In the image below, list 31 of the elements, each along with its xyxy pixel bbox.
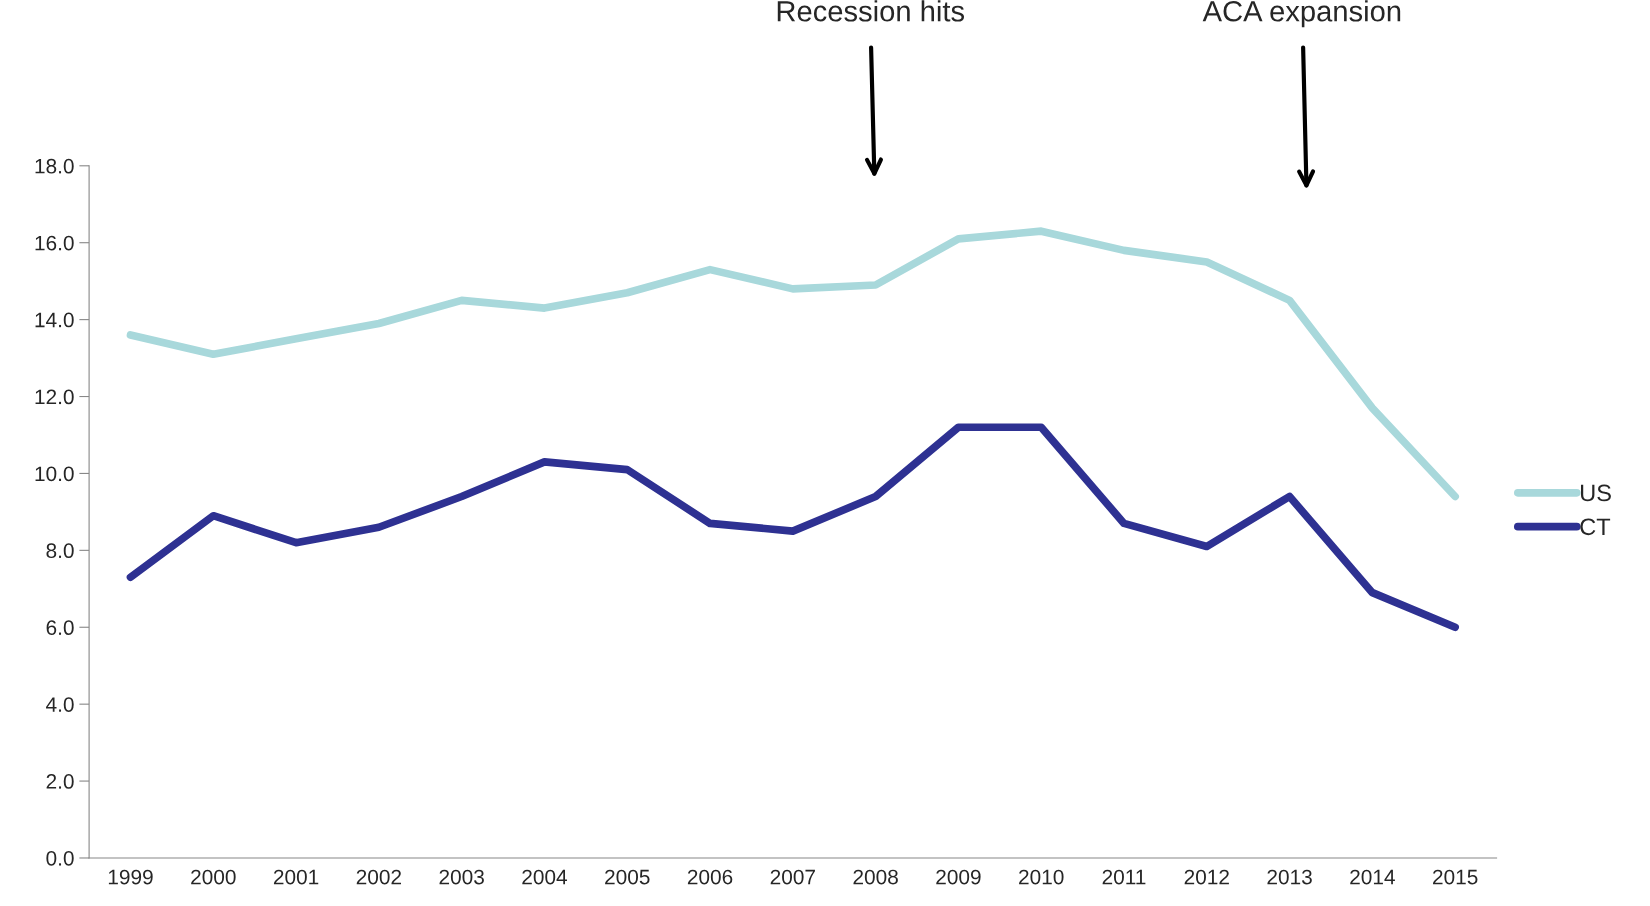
text: ACA expansion	[1202, 0, 1401, 28]
legend-label: CT	[1580, 518, 1611, 536]
x-tick-label: 2006	[687, 869, 733, 885]
x-tick-label: 2004	[522, 869, 568, 885]
y-tick-label: 18.0	[35, 158, 74, 174]
x-tick-label: 2008	[853, 869, 898, 885]
y-tick-label: 16.0	[35, 235, 74, 251]
x-tick-label: 2011	[1102, 869, 1146, 885]
x-tick-label: 2000	[191, 869, 236, 885]
x-tick-label: 1999	[108, 869, 153, 885]
x-tick-label: 2009	[936, 869, 981, 885]
x-tick-label: 2012	[1184, 869, 1229, 885]
y-tick-label: 2.0	[46, 774, 74, 789]
y-tick-label: 8.0	[46, 543, 74, 559]
x-tick-label: 2005	[605, 869, 650, 885]
x-tick-label: 2007	[770, 869, 815, 885]
x-tick-label: 2013	[1267, 869, 1312, 885]
x-tick-label: 2001	[273, 869, 319, 885]
x-tick-label: 2002	[356, 869, 401, 885]
y-tick-label: 14.0	[35, 312, 74, 328]
x-tick-label: 2015	[1433, 869, 1478, 885]
x-tick-label: 2010	[1019, 869, 1064, 885]
text: Recession hits	[777, 0, 965, 22]
legend-label: US	[1581, 484, 1611, 502]
x-tick-label: 2014	[1350, 869, 1395, 885]
x-tick-label: 2003	[439, 869, 484, 885]
y-tick-label: 6.0	[46, 620, 74, 636]
y-tick-label: 4.0	[46, 697, 74, 712]
y-tick-label: 10.0	[35, 466, 74, 482]
y-tick-label: 0.0	[46, 850, 74, 866]
y-tick-label: 12.0	[35, 389, 74, 405]
